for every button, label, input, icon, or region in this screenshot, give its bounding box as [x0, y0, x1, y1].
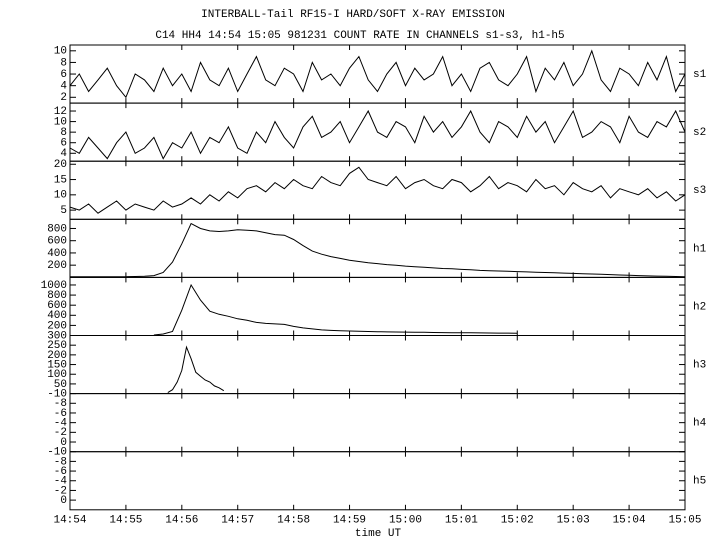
x-tick-label: 15:02 [501, 515, 534, 527]
panel-label: h3 [693, 359, 706, 371]
panel-label: s3 [693, 185, 706, 197]
data-line [69, 166, 686, 214]
y-tick-label: 200 [47, 320, 67, 332]
y-tick-label: 250 [47, 340, 67, 352]
y-tick-label: 12 [54, 106, 67, 118]
y-tick-label: 200 [47, 260, 67, 272]
x-tick-label: 14:54 [53, 515, 86, 527]
x-tick-label: 14:55 [109, 515, 142, 527]
y-tick-label: 15 [54, 174, 67, 186]
chart-title: INTERBALL-Tail RF15-I HARD/SOFT X-RAY EM… [201, 9, 505, 21]
y-tick-label: 1000 [41, 280, 67, 292]
y-tick-label: 6 [60, 138, 67, 150]
data-line [70, 222, 686, 278]
x-tick-label: 15:03 [557, 515, 590, 527]
y-tick-label: -4 [54, 418, 68, 430]
y-tick-label: 4 [60, 81, 67, 93]
x-tick-label: 15:00 [389, 515, 422, 527]
y-tick-label: 800 [47, 223, 67, 235]
y-tick-label: 20 [54, 159, 67, 171]
x-tick-label: 15:01 [445, 515, 478, 527]
y-tick-label: -6 [54, 466, 67, 478]
y-tick-label: -10 [47, 447, 67, 459]
y-tick-label: 600 [47, 300, 67, 312]
y-tick-label: -4 [54, 476, 68, 488]
y-tick-label: 0 [60, 495, 67, 507]
panel-label: h1 [693, 243, 707, 255]
y-tick-label: 8 [60, 57, 67, 69]
panel-label: s1 [693, 69, 707, 81]
y-tick-label: 6 [60, 69, 67, 81]
y-tick-label: -10 [47, 389, 67, 401]
y-tick-label: -2 [54, 485, 67, 497]
y-tick-label: 10 [54, 190, 67, 202]
y-tick-label: 5 [60, 205, 67, 217]
y-tick-label: -6 [54, 408, 67, 420]
y-tick-label: 100 [47, 369, 67, 381]
x-tick-label: 14:58 [277, 515, 310, 527]
y-tick-label: 2 [60, 92, 67, 104]
y-tick-label: 8 [60, 127, 67, 139]
chart-subtitle: C14 HH4 14:54 15:05 981231 COUNT RATE IN… [155, 30, 564, 42]
data-line [69, 109, 686, 160]
y-tick-label: 50 [54, 379, 67, 391]
y-tick-label: 600 [47, 236, 67, 248]
panel-label: h2 [693, 301, 706, 313]
panel-label: h5 [693, 476, 706, 488]
x-tick-label: 14:59 [333, 515, 366, 527]
x-tick-label: 15:04 [613, 515, 646, 527]
x-tick-label: 14:56 [165, 515, 198, 527]
data-line [153, 283, 518, 336]
y-tick-label: 300 [47, 330, 67, 342]
y-tick-label: 150 [47, 359, 67, 371]
x-axis-label: time UT [355, 528, 402, 540]
panel-label: s2 [693, 127, 706, 139]
y-tick-label: 800 [47, 290, 67, 302]
y-tick-label: -2 [54, 427, 67, 439]
x-tick-label: 15:05 [668, 515, 701, 527]
x-tick-label: 14:57 [221, 515, 254, 527]
data-line [167, 345, 225, 394]
y-tick-label: 200 [47, 350, 67, 362]
y-tick-label: 4 [60, 148, 67, 160]
y-tick-label: 400 [47, 248, 67, 260]
y-tick-label: -8 [54, 398, 67, 410]
y-tick-label: 10 [54, 46, 67, 58]
panel-label: h4 [693, 418, 707, 430]
y-tick-label: 10 [54, 116, 67, 128]
y-tick-label: -8 [54, 456, 67, 468]
data-line [69, 49, 686, 99]
y-tick-label: 0 [60, 437, 67, 449]
y-tick-label: 400 [47, 310, 67, 322]
